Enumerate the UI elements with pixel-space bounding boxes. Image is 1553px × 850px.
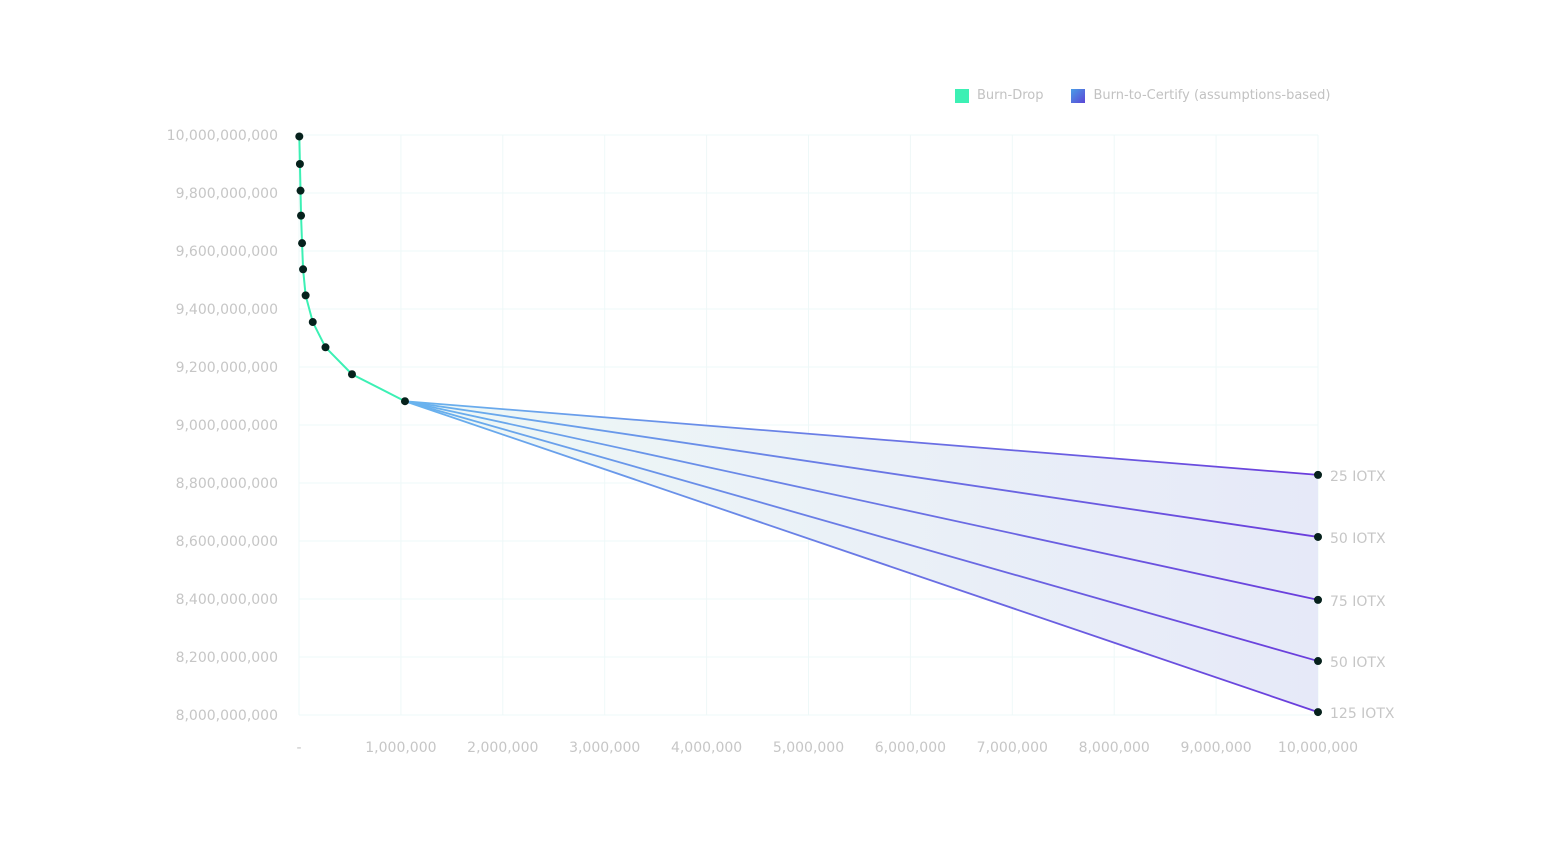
series-line-burn-drop xyxy=(298,136,406,403)
projection-end-point[interactable] xyxy=(1314,595,1322,604)
y-tick-label: 8,600,000,000 xyxy=(176,534,278,550)
x-tick-label: 8,000,000 xyxy=(1079,740,1150,756)
y-tick-label: 8,800,000,000 xyxy=(176,476,278,492)
projection-line-4 xyxy=(404,400,1319,713)
legend-swatch-burn-drop xyxy=(955,88,969,103)
x-tick-label: - xyxy=(296,740,301,756)
x-tick-label: 6,000,000 xyxy=(875,740,946,756)
data-markers xyxy=(295,132,1322,717)
x-tick-label: 7,000,000 xyxy=(977,740,1048,756)
projection-line-2 xyxy=(404,400,1319,601)
y-tick-label: 9,000,000,000 xyxy=(176,418,278,434)
legend-label-burn-drop: Burn-Drop xyxy=(977,88,1044,103)
projection-label-4: 125 IOTX xyxy=(1330,706,1395,722)
legend-label-burn-to-certify: Burn-to-Certify (assumptions-based) xyxy=(1093,88,1331,103)
projection-labels: 25 IOTX 50 IOTX 75 IOTX 50 IOTX 125 IOTX xyxy=(1330,469,1395,722)
y-tick-label: 9,200,000,000 xyxy=(176,360,278,376)
y-tick-label: 8,400,000,000 xyxy=(176,592,278,608)
x-tick-label: 2,000,000 xyxy=(467,740,538,756)
x-tick-label: 10,000,000 xyxy=(1278,740,1358,756)
data-point[interactable] xyxy=(400,397,409,406)
projection-end-point[interactable] xyxy=(1314,657,1322,666)
projection-end-point[interactable] xyxy=(1314,470,1322,479)
y-tick-label: 9,600,000,000 xyxy=(176,244,278,260)
projection-label-0: 25 IOTX xyxy=(1330,469,1386,485)
projection-label-2: 75 IOTX xyxy=(1330,594,1386,610)
x-tick-label: 5,000,000 xyxy=(773,740,844,756)
data-point[interactable] xyxy=(321,343,330,352)
y-tick-label: 8,000,000,000 xyxy=(176,708,278,724)
legend-swatch-burn-to-certify xyxy=(1071,88,1086,103)
legend-item-burn-to-certify[interactable]: Burn-to-Certify (assumptions-based) xyxy=(1071,88,1330,103)
y-tick-label: 9,400,000,000 xyxy=(176,302,278,318)
projection-end-point[interactable] xyxy=(1314,532,1322,541)
data-point[interactable] xyxy=(297,211,306,220)
projection-label-1: 50 IOTX xyxy=(1330,531,1386,547)
projection-label-3: 50 IOTX xyxy=(1330,655,1386,671)
series-lines xyxy=(298,136,1319,713)
projection-line-3 xyxy=(404,400,1319,662)
legend-item-burn-drop[interactable]: Burn-Drop xyxy=(955,88,1043,103)
y-tick-label: 8,200,000,000 xyxy=(176,650,278,666)
legend: Burn-Drop Burn-to-Certify (assumptions-b… xyxy=(955,88,1330,103)
projection-line-0 xyxy=(404,400,1319,476)
data-point[interactable] xyxy=(301,291,310,300)
projection-end-point[interactable] xyxy=(1314,708,1322,717)
x-tick-label: 1,000,000 xyxy=(365,740,436,756)
data-point[interactable] xyxy=(308,318,317,327)
y-tick-label: 10,000,000,000 xyxy=(167,128,278,144)
data-point[interactable] xyxy=(298,239,307,248)
projection-line-1 xyxy=(404,400,1319,538)
x-tick-label: 3,000,000 xyxy=(569,740,640,756)
y-axis-ticks: 10,000,000,000 9,800,000,000 9,600,000,000… xyxy=(167,128,278,724)
data-point[interactable] xyxy=(295,132,304,141)
data-point[interactable] xyxy=(295,160,304,168)
data-point[interactable] xyxy=(299,265,308,274)
data-point[interactable] xyxy=(296,186,305,195)
y-tick-label: 9,800,000,000 xyxy=(176,186,278,202)
data-point[interactable] xyxy=(347,370,356,379)
x-tick-label: 9,000,000 xyxy=(1180,740,1251,756)
x-tick-label: 4,000,000 xyxy=(671,740,742,756)
x-axis-ticks: - 1,000,000 2,000,000 3,000,000 4,000,000 5,0… xyxy=(296,740,1358,756)
